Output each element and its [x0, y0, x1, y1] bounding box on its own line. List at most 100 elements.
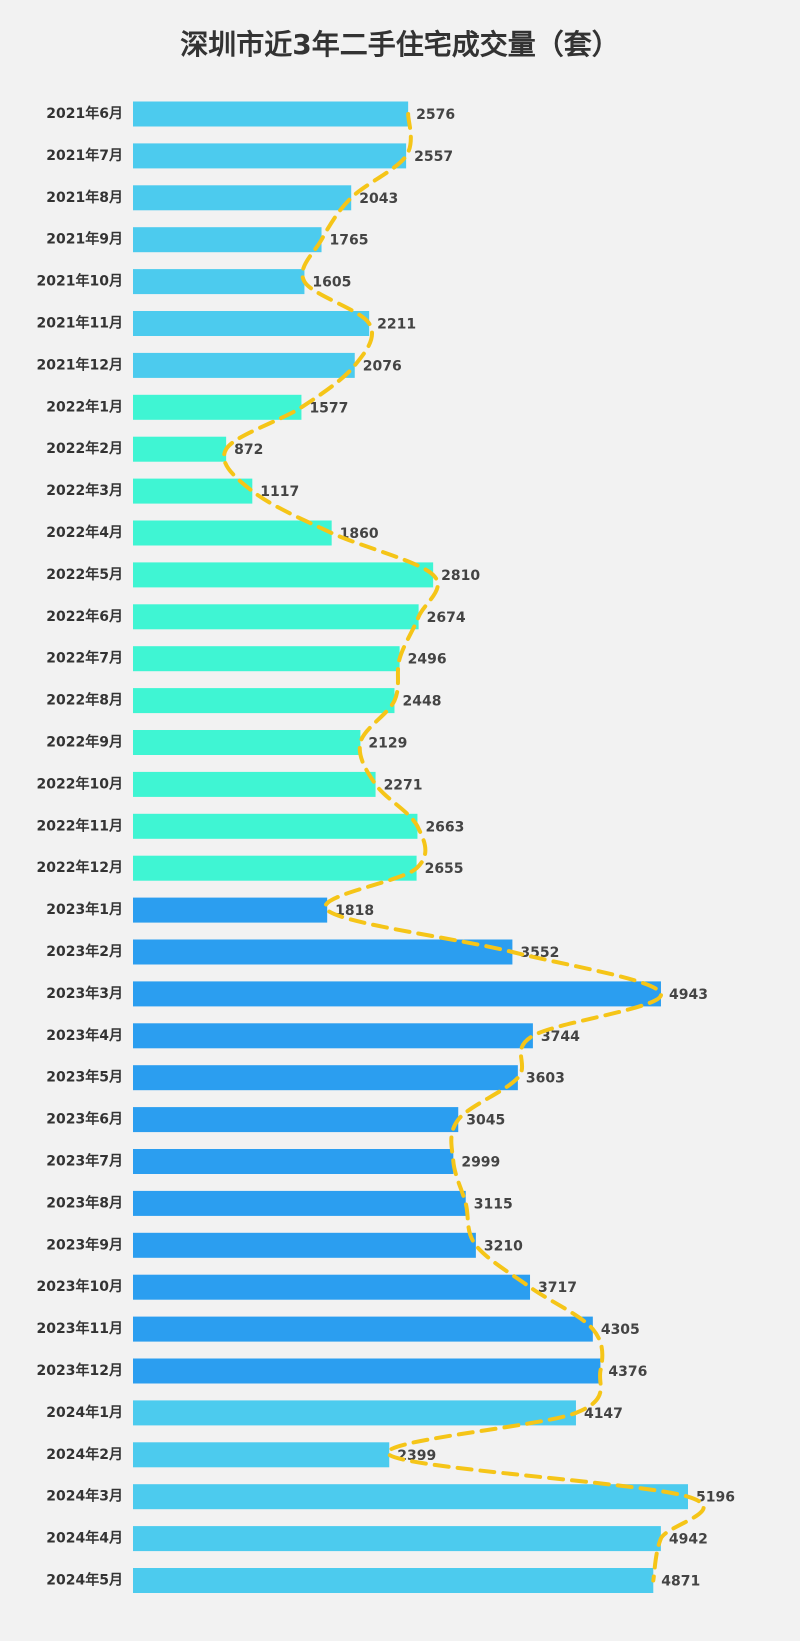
- value-label: 2129: [368, 736, 407, 752]
- value-label: 2576: [416, 107, 455, 123]
- bar: [133, 1400, 576, 1426]
- value-label: 1818: [335, 903, 374, 919]
- value-label: 2496: [408, 652, 447, 668]
- y-tick-label: 2023年5月: [46, 1069, 123, 1086]
- y-tick-label: 2023年11月: [37, 1320, 123, 1337]
- y-tick-label: 2023年9月: [46, 1236, 123, 1253]
- y-tick-label: 2022年12月: [37, 859, 123, 876]
- value-label: 1577: [309, 400, 348, 416]
- y-tick-label: 2023年4月: [46, 1027, 123, 1044]
- bar: [133, 227, 322, 253]
- value-label: 2211: [377, 317, 416, 333]
- value-label: 3115: [474, 1196, 513, 1212]
- y-tick-label: 2024年3月: [46, 1488, 123, 1505]
- value-label: 2076: [363, 358, 402, 374]
- bar: [133, 604, 419, 630]
- value-label: 2810: [441, 568, 480, 584]
- bar: [133, 478, 253, 504]
- bar: [133, 855, 417, 881]
- value-label: 2663: [425, 819, 464, 835]
- value-label: 2043: [359, 191, 398, 207]
- value-label: 3744: [541, 1029, 580, 1045]
- bar: [133, 269, 305, 295]
- value-label: 4943: [669, 987, 708, 1003]
- bar: [133, 1526, 661, 1552]
- y-tick-label: 2021年12月: [37, 356, 123, 373]
- value-label: 5196: [696, 1490, 735, 1506]
- value-label: 3210: [484, 1238, 523, 1254]
- bar: [133, 520, 332, 546]
- y-tick-label: 2024年5月: [46, 1572, 123, 1589]
- y-tick-label: 2021年7月: [46, 147, 123, 164]
- bar: [133, 1190, 466, 1216]
- y-tick-label: 2022年7月: [46, 650, 123, 667]
- y-tick-label: 2023年6月: [46, 1111, 123, 1128]
- y-tick-label: 2023年8月: [46, 1194, 123, 1211]
- bar: [133, 771, 376, 797]
- value-label: 1860: [340, 526, 379, 542]
- bar: [133, 101, 409, 127]
- bar: [133, 897, 328, 923]
- bar: [133, 311, 370, 336]
- y-tick-label: 2023年2月: [46, 943, 123, 960]
- y-tick-label: 2022年4月: [46, 524, 123, 541]
- bar: [133, 1274, 531, 1300]
- y-tick-label: 2021年8月: [46, 189, 123, 206]
- value-label: 1765: [330, 233, 369, 249]
- bar: [133, 939, 513, 965]
- y-tick-label: 2024年2月: [46, 1446, 123, 1463]
- y-tick-label: 2022年10月: [37, 775, 123, 792]
- y-tick-label: 2024年1月: [46, 1404, 123, 1421]
- bar: [133, 1232, 476, 1258]
- y-tick-label: 2023年12月: [37, 1362, 123, 1379]
- value-label: 2448: [402, 694, 441, 710]
- y-tick-label: 2022年8月: [46, 692, 123, 709]
- y-tick-label: 2024年4月: [46, 1530, 123, 1547]
- value-label: 1605: [312, 275, 351, 291]
- value-label: 3603: [526, 1071, 565, 1087]
- bar: [133, 813, 418, 839]
- y-tick-label: 2022年1月: [46, 398, 123, 415]
- y-tick-label: 2023年1月: [46, 901, 123, 918]
- y-tick-label: 2022年11月: [37, 817, 123, 834]
- bar: [133, 1316, 593, 1342]
- value-label: 4147: [584, 1406, 623, 1422]
- bar: [133, 436, 227, 462]
- y-tick-label: 2021年6月: [46, 105, 123, 122]
- y-tick-label: 2021年10月: [37, 273, 123, 290]
- y-tick-label: 2023年7月: [46, 1153, 123, 1170]
- bar: [133, 1023, 533, 1049]
- value-label: 2557: [414, 149, 453, 165]
- bar: [133, 1442, 390, 1468]
- value-label: 4376: [608, 1364, 647, 1380]
- value-label: 4305: [601, 1322, 640, 1338]
- value-label: 3717: [538, 1280, 577, 1296]
- y-tick-label: 2022年5月: [46, 566, 123, 583]
- value-label: 2655: [425, 861, 464, 877]
- y-tick-label: 2021年9月: [46, 231, 123, 248]
- value-label: 4871: [661, 1574, 700, 1590]
- value-label: 4942: [669, 1532, 708, 1548]
- y-tick-label: 2022年2月: [46, 440, 123, 457]
- bar: [133, 1358, 601, 1384]
- bar: [133, 1065, 518, 1091]
- value-label: 2674: [427, 610, 466, 626]
- y-tick-label: 2021年11月: [37, 315, 123, 332]
- value-label: 2399: [397, 1448, 436, 1464]
- bar: [133, 143, 407, 169]
- bar: [133, 562, 434, 588]
- bar: [133, 730, 361, 755]
- bar: [133, 646, 400, 672]
- bar: [133, 1484, 688, 1510]
- y-tick-label: 2022年6月: [46, 608, 123, 625]
- bar: [133, 1107, 459, 1133]
- bar: [133, 352, 355, 378]
- value-label: 3045: [466, 1113, 505, 1129]
- y-tick-label: 2023年10月: [37, 1278, 123, 1295]
- chart-title: 深圳市近3年二手住宅成交量（套）: [180, 28, 619, 61]
- bar: [133, 1149, 454, 1174]
- y-tick-label: 2022年3月: [46, 482, 123, 499]
- bar: [133, 185, 352, 211]
- bar: [133, 981, 661, 1007]
